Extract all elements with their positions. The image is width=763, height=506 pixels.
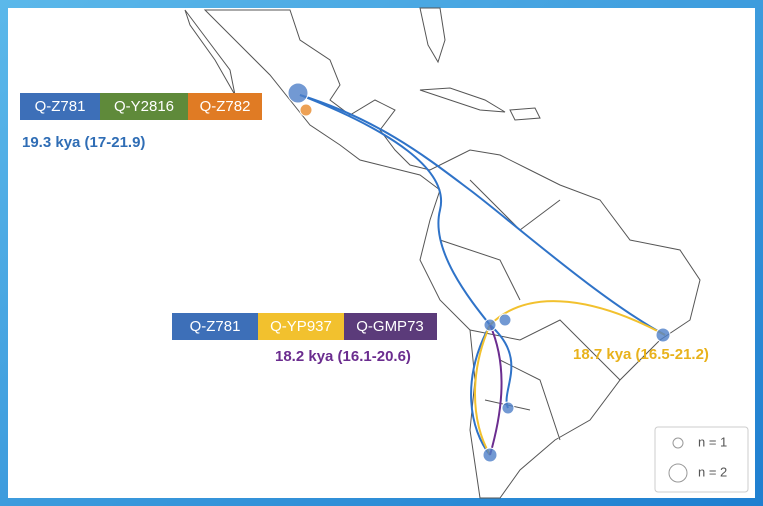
- site: [287, 82, 309, 104]
- legend-label: n = 1: [698, 434, 727, 449]
- date-label: 18.2 kya (16.1-20.6): [275, 348, 411, 365]
- haplogroup: Q-Z782: [200, 98, 251, 115]
- route: [299, 94, 666, 336]
- florida: [419, 7, 446, 64]
- label-group: Q-Z781 Q-Y2816 Q-Z782 19.3 kya (17-21.9): [20, 93, 262, 151]
- label-box: [344, 313, 437, 340]
- date-label: 19.3 kya (17-21.9): [22, 134, 145, 151]
- cuba: [419, 87, 506, 113]
- legend-label: n = 2: [698, 464, 727, 479]
- landmass: [203, 9, 701, 499]
- label-box: [100, 93, 188, 120]
- legend: n = 1 n = 2: [654, 426, 749, 493]
- label-group: Q-Z781 Q-YP937 Q-GMP73 18.2 kya (16.1-20…: [172, 313, 437, 365]
- site: [299, 103, 313, 117]
- site: [501, 401, 515, 415]
- site: [483, 318, 497, 332]
- legend-symbol: [668, 463, 688, 483]
- haplogroup: Q-Z781: [190, 318, 241, 335]
- site: [498, 313, 512, 327]
- haplogroup: Q-Y2816: [114, 98, 174, 115]
- hispaniola: [509, 107, 541, 121]
- legend-symbol: [672, 437, 684, 449]
- label-box: [258, 313, 344, 340]
- sample-sites: [287, 82, 671, 463]
- label-box: [188, 93, 262, 120]
- haplogroup: Q-YP937: [270, 318, 332, 335]
- haplogroup: Q-GMP73: [356, 318, 424, 335]
- haplogroup: Q-Z781: [35, 98, 86, 115]
- site: [482, 447, 498, 463]
- route: [489, 324, 503, 456]
- label-box: [172, 313, 258, 340]
- route: [299, 94, 491, 326]
- label-box: [20, 93, 100, 120]
- date-label: 18.7 kya (16.5-21.2): [573, 346, 709, 363]
- site: [655, 327, 671, 343]
